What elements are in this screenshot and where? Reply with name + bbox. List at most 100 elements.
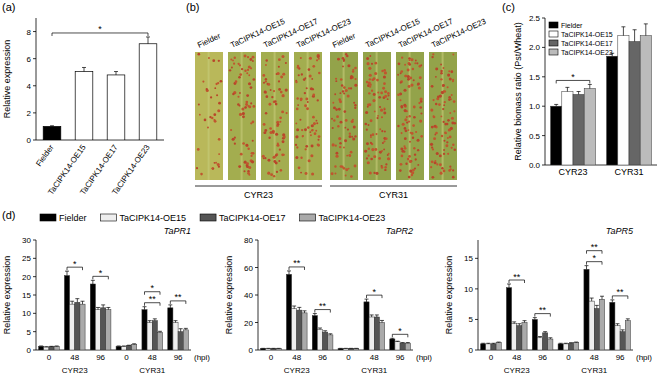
y-tick [33, 112, 36, 113]
error-bar [565, 87, 569, 91]
rust-pustule [272, 131, 274, 133]
error-bar [168, 305, 172, 308]
bar [348, 349, 353, 350]
rust-pustule [371, 90, 373, 92]
y-axis-title: Relative expression [444, 256, 454, 335]
rust-pustule [382, 87, 385, 90]
error-bar [621, 27, 625, 36]
rust-pustule [381, 116, 383, 118]
rust-pustule [312, 116, 315, 119]
error-bar [266, 348, 270, 349]
y-tick [542, 18, 545, 19]
bar [95, 310, 100, 350]
rust-pustule [337, 125, 339, 127]
rust-pustule [211, 167, 213, 169]
error-bar [287, 271, 291, 274]
rust-pustule [343, 59, 345, 61]
rust-pustule [304, 148, 306, 150]
bar [625, 321, 630, 350]
x-tick-label: 96 [616, 353, 625, 362]
rust-pustule [369, 74, 372, 77]
rust-pustule [406, 116, 408, 118]
rust-pustule [308, 68, 311, 71]
plot-marks [551, 24, 652, 165]
rust-pustule [350, 151, 353, 154]
rust-pustule [248, 65, 251, 68]
rust-pustule [333, 106, 336, 109]
error-bar [328, 334, 332, 335]
rust-pustule [347, 64, 350, 67]
rust-pustule [415, 60, 417, 62]
rust-pustule [404, 109, 407, 112]
rust-pustule [418, 102, 420, 104]
bar [168, 308, 173, 350]
rust-pustule [245, 101, 248, 104]
rust-pustule [420, 64, 422, 66]
rust-pustule [237, 96, 239, 98]
rust-pustule [354, 78, 356, 80]
rust-pustule [239, 73, 242, 76]
rust-pustule [403, 104, 406, 107]
group-label: CYR31 [581, 366, 607, 375]
rust-pustule [382, 142, 384, 144]
rust-pustule [354, 107, 356, 109]
rust-pustule [372, 133, 375, 136]
rust-pustule [310, 154, 313, 157]
rust-pustule [414, 62, 416, 64]
error-bar [272, 348, 276, 349]
bar [121, 346, 126, 350]
bar [390, 339, 395, 350]
rust-pustule [440, 70, 442, 72]
y-tick-label: 25 [22, 254, 31, 263]
rust-pustule [274, 100, 276, 102]
bar [594, 308, 599, 350]
rust-pustule [354, 67, 357, 70]
bar [496, 343, 501, 350]
rust-pustule [282, 94, 285, 97]
bar [532, 319, 537, 350]
rust-pustule [354, 84, 357, 87]
significance-label: * [73, 259, 77, 269]
legend-swatch [300, 214, 316, 221]
bar [395, 342, 400, 350]
rust-pustule [384, 169, 386, 171]
rust-pustule [316, 120, 318, 122]
significance-label: ** [319, 301, 327, 311]
rust-pustule [307, 101, 309, 103]
rust-pustule [299, 119, 301, 121]
error-bar [497, 342, 501, 344]
rust-pustule [252, 60, 254, 62]
rust-pustule [213, 113, 216, 116]
error-bar [588, 84, 592, 88]
rust-pustule [265, 59, 267, 61]
rust-pustule [252, 56, 255, 59]
bar [629, 42, 640, 165]
rust-pustule [202, 81, 204, 83]
rust-pustule [369, 172, 372, 175]
rust-pustule [441, 167, 443, 169]
rust-pustule [218, 138, 221, 141]
rust-pustule [304, 104, 307, 107]
rust-pustule [314, 132, 317, 135]
bar [116, 346, 121, 350]
rust-pustule [383, 140, 385, 142]
rust-pustule [199, 114, 201, 116]
rust-pustule [443, 149, 445, 151]
rust-pustule [368, 124, 370, 126]
rust-pustule [247, 172, 250, 175]
x-tick-label: 48 [370, 353, 379, 362]
bar [39, 346, 44, 350]
rust-pustule [352, 138, 355, 141]
bar [364, 302, 369, 350]
significance-label: ** [539, 305, 547, 315]
y-tick-label: 1.5 [529, 73, 541, 82]
rust-pustule [296, 108, 299, 111]
rust-pustule [440, 78, 442, 80]
error-bar [626, 319, 630, 321]
rust-pustule [449, 78, 452, 81]
rust-pustule [230, 129, 232, 131]
rust-pustule [278, 80, 280, 82]
rust-pustule [300, 157, 302, 159]
rust-pustule [214, 120, 217, 123]
rust-pustule [414, 167, 416, 169]
